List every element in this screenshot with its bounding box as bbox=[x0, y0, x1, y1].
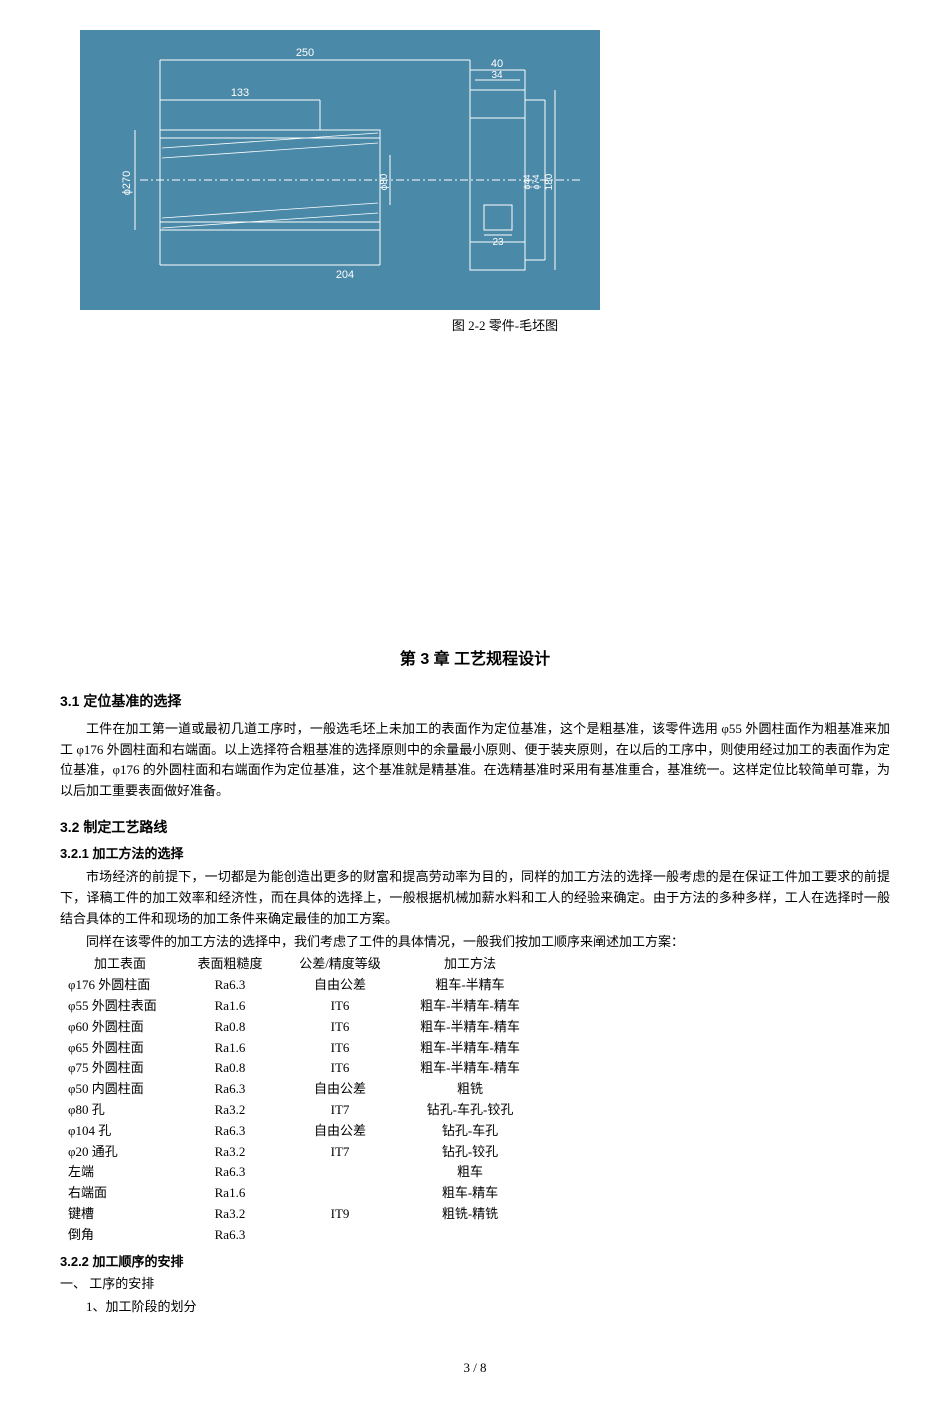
table-cell: φ75 外圆柱面 bbox=[60, 1058, 180, 1079]
table-cell: φ176 外圆柱面 bbox=[60, 975, 180, 996]
col-method: 加工方法 bbox=[400, 954, 540, 975]
table-cell bbox=[280, 1162, 400, 1183]
table-cell: 倒角 bbox=[60, 1225, 180, 1246]
table-cell: 右端面 bbox=[60, 1183, 180, 1204]
dim-204: 204 bbox=[336, 269, 354, 281]
spacer bbox=[60, 347, 890, 627]
table-cell: Ra0.8 bbox=[180, 1058, 280, 1079]
table-cell bbox=[280, 1225, 400, 1246]
table-cell: 自由公差 bbox=[280, 975, 400, 996]
dim-270: ϕ270 bbox=[121, 171, 133, 196]
table-cell: 钻孔-车孔 bbox=[400, 1121, 540, 1142]
table-cell: φ65 外圆柱面 bbox=[60, 1038, 180, 1059]
section-3-2-2-title: 3.2.2 加工顺序的安排 bbox=[60, 1252, 890, 1273]
table-cell: IT9 bbox=[280, 1204, 400, 1225]
table-row: φ176 外圆柱面Ra6.3自由公差粗车-半精车 bbox=[60, 975, 540, 996]
table-cell: Ra1.6 bbox=[180, 1038, 280, 1059]
table-cell: φ80 孔 bbox=[60, 1100, 180, 1121]
table-row: φ104 孔Ra6.3自由公差钻孔-车孔 bbox=[60, 1121, 540, 1142]
section-3-2-title: 3.2 制定工艺路线 bbox=[60, 816, 890, 838]
table-cell: IT6 bbox=[280, 1038, 400, 1059]
dim-74: ϕ74 bbox=[531, 174, 541, 189]
table-row: φ50 内圆柱面Ra6.3自由公差粗铣 bbox=[60, 1079, 540, 1100]
table-cell: Ra3.2 bbox=[180, 1100, 280, 1121]
table-cell: Ra3.2 bbox=[180, 1142, 280, 1163]
table-cell: Ra6.3 bbox=[180, 1121, 280, 1142]
section-3-2-1-para1: 市场经济的前提下，一切都是为能创造出更多的财富和提高劳动率为目的，同样的加工方法… bbox=[60, 867, 890, 929]
section-3-2-2-line2: 1、加工阶段的划分 bbox=[60, 1297, 890, 1318]
table-cell: 自由公差 bbox=[280, 1079, 400, 1100]
col-tolerance: 公差/精度等级 bbox=[280, 954, 400, 975]
methods-table: 加工表面 表面粗糙度 公差/精度等级 加工方法 φ176 外圆柱面Ra6.3自由… bbox=[60, 954, 540, 1245]
chapter-title: 第 3 章 工艺规程设计 bbox=[60, 647, 890, 673]
table-cell: 粗车-半精车-精车 bbox=[400, 996, 540, 1017]
section-3-1-title: 3.1 定位基准的选择 bbox=[60, 690, 890, 712]
col-roughness: 表面粗糙度 bbox=[180, 954, 280, 975]
section-3-2-1-title: 3.2.1 加工方法的选择 bbox=[60, 844, 890, 865]
table-cell: φ50 内圆柱面 bbox=[60, 1079, 180, 1100]
page-number: 3 / 8 bbox=[60, 1358, 890, 1379]
dim-40: 40 bbox=[491, 58, 503, 70]
table-row: φ20 通孔Ra3.2IT7钻孔-铰孔 bbox=[60, 1142, 540, 1163]
table-row: 键槽Ra3.2IT9粗铣-精铣 bbox=[60, 1204, 540, 1225]
table-cell: 粗铣-精铣 bbox=[400, 1204, 540, 1225]
table-cell: Ra6.3 bbox=[180, 1225, 280, 1246]
dim-180: 180 bbox=[544, 173, 555, 190]
table-cell: 粗车-半精车-精车 bbox=[400, 1017, 540, 1038]
table-cell: 粗车 bbox=[400, 1162, 540, 1183]
dim-23: 23 bbox=[492, 237, 504, 248]
section-3-1-para: 工件在加工第一道或最初几道工序时，一般选毛坯上未加工的表面作为定位基准，这个是粗… bbox=[60, 719, 890, 802]
technical-drawing: 250 40 34 133 204 ϕ270 bbox=[80, 30, 600, 310]
table-cell: 钻孔-铰孔 bbox=[400, 1142, 540, 1163]
table-row: 倒角Ra6.3 bbox=[60, 1225, 540, 1246]
table-cell: Ra6.3 bbox=[180, 1162, 280, 1183]
table-cell: 键槽 bbox=[60, 1204, 180, 1225]
table-cell bbox=[280, 1183, 400, 1204]
dim-80: ϕ80 bbox=[379, 173, 390, 190]
table-cell: IT6 bbox=[280, 1017, 400, 1038]
table-cell: 粗车-精车 bbox=[400, 1183, 540, 1204]
figure-container: 250 40 34 133 204 ϕ270 bbox=[80, 30, 600, 337]
table-cell: φ60 外圆柱面 bbox=[60, 1017, 180, 1038]
table-cell: φ104 孔 bbox=[60, 1121, 180, 1142]
table-cell: Ra3.2 bbox=[180, 1204, 280, 1225]
table-cell: Ra0.8 bbox=[180, 1017, 280, 1038]
table-cell: φ20 通孔 bbox=[60, 1142, 180, 1163]
table-cell: 粗车-半精车 bbox=[400, 975, 540, 996]
table-cell: 自由公差 bbox=[280, 1121, 400, 1142]
section-3-2-1-para2: 同样在该零件的加工方法的选择中，我们考虑了工件的具体情况，一般我们按加工顺序来阐… bbox=[60, 932, 890, 953]
table-cell: Ra6.3 bbox=[180, 975, 280, 996]
table-row: φ55 外圆柱表面Ra1.6IT6粗车-半精车-精车 bbox=[60, 996, 540, 1017]
table-cell: Ra6.3 bbox=[180, 1079, 280, 1100]
col-surface: 加工表面 bbox=[60, 954, 180, 975]
table-cell: 粗铣 bbox=[400, 1079, 540, 1100]
table-cell: 粗车-半精车-精车 bbox=[400, 1058, 540, 1079]
table-cell: φ55 外圆柱表面 bbox=[60, 996, 180, 1017]
table-header-row: 加工表面 表面粗糙度 公差/精度等级 加工方法 bbox=[60, 954, 540, 975]
table-row: φ75 外圆柱面Ra0.8IT6粗车-半精车-精车 bbox=[60, 1058, 540, 1079]
table-cell: 钻孔-车孔-铰孔 bbox=[400, 1100, 540, 1121]
table-row: 右端面Ra1.6 粗车-精车 bbox=[60, 1183, 540, 1204]
table-row: φ80 孔Ra3.2IT7钻孔-车孔-铰孔 bbox=[60, 1100, 540, 1121]
table-cell: IT6 bbox=[280, 996, 400, 1017]
table-cell: IT7 bbox=[280, 1142, 400, 1163]
table-cell: IT6 bbox=[280, 1058, 400, 1079]
table-cell bbox=[400, 1225, 540, 1246]
table-cell: 粗车-半精车-精车 bbox=[400, 1038, 540, 1059]
dim-250: 250 bbox=[296, 47, 314, 59]
table-row: φ60 外圆柱面Ra0.8IT6粗车-半精车-精车 bbox=[60, 1017, 540, 1038]
table-cell: 左端 bbox=[60, 1162, 180, 1183]
table-cell: Ra1.6 bbox=[180, 1183, 280, 1204]
dim-133: 133 bbox=[231, 87, 249, 99]
table-cell: IT7 bbox=[280, 1100, 400, 1121]
table-cell: Ra1.6 bbox=[180, 996, 280, 1017]
table-row: 左端Ra6.3 粗车 bbox=[60, 1162, 540, 1183]
dim-34: 34 bbox=[491, 70, 503, 81]
figure-caption: 图 2-2 零件-毛坯图 bbox=[80, 316, 600, 337]
table-row: φ65 外圆柱面Ra1.6IT6粗车-半精车-精车 bbox=[60, 1038, 540, 1059]
section-3-2-2-line1: 一、 工序的安排 bbox=[60, 1274, 890, 1295]
